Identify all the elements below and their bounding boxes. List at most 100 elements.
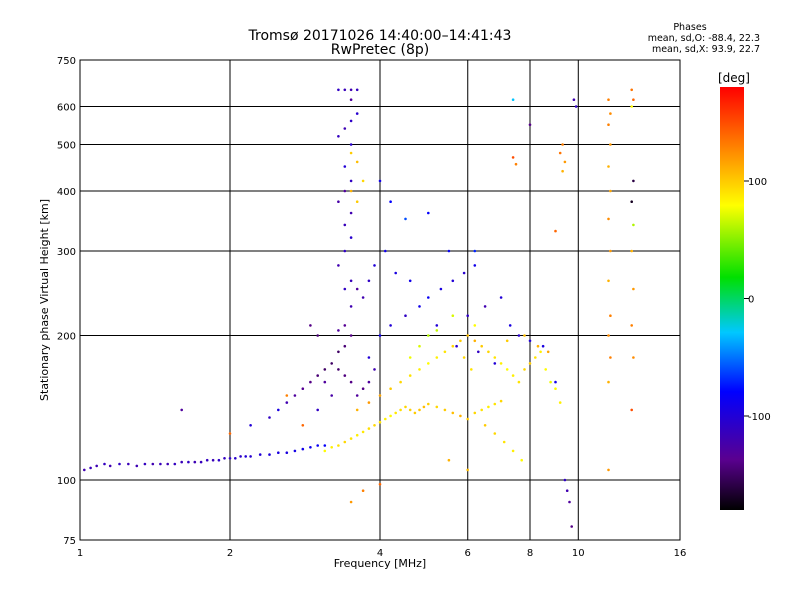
x-axis-ticks: 1 2 4 6 8 10 16 [77,548,687,559]
data-point [343,249,347,253]
data-point [499,296,503,299]
data-point [337,200,340,203]
data-point [228,432,232,435]
data-point [427,402,430,406]
data-point [632,179,635,183]
data-point [520,458,523,462]
data-point [422,405,426,409]
data-point [330,362,334,365]
data-point [514,162,518,166]
data-point [127,462,130,466]
data-point [378,482,382,486]
data-point [89,466,92,470]
data-point [607,380,610,384]
data-point [394,411,398,415]
data-point [483,305,487,308]
data-point [389,324,392,327]
data-point [517,334,521,337]
data-point [607,123,610,126]
data-point [373,264,376,267]
data-point [451,411,455,415]
data-point [413,411,417,415]
data-point [609,314,612,318]
legend-line-o: mean, sd,O: -88.4, 22.3 [647,33,760,44]
data-point [408,279,412,283]
data-point [193,460,197,464]
data-point [355,433,359,437]
data-point [108,464,112,468]
data-point [373,368,376,371]
data-point [399,380,402,384]
y-tick-label: 500 [57,141,76,152]
data-point [418,344,421,348]
data-point [443,408,447,412]
data-point [367,279,371,283]
data-point [466,334,470,337]
data-point [632,98,635,101]
data-point [95,464,98,468]
data-point [323,444,327,447]
data-point [349,119,353,123]
data-point [103,462,106,466]
colorbar [720,87,744,510]
data-point [609,356,612,359]
data-point [389,414,392,418]
data-point [561,169,564,173]
data-point [607,165,610,168]
data-point [466,314,470,318]
data-point [570,525,573,528]
data-point [554,380,557,384]
data-point [258,453,262,456]
data-point [277,408,280,412]
data-point [330,394,334,397]
y-tick-label: 600 [57,103,76,114]
data-point [399,408,402,412]
data-point [378,394,382,397]
data-point [558,401,562,404]
data-point [523,334,526,337]
colorbar-label: [deg] [718,71,750,85]
data-point [349,179,353,183]
data-point [447,458,451,462]
data-point [502,440,506,444]
data-point [285,401,289,404]
data-point [301,387,305,391]
data-point [355,160,359,164]
data-point [462,271,466,275]
data-point [630,324,633,327]
data-point [499,362,503,365]
data-point [563,478,567,482]
data-point [249,424,252,427]
data-point [418,368,421,371]
data-point [301,424,305,427]
data-point [361,489,365,493]
data-point [511,374,515,377]
data-point [180,460,183,464]
data-point [143,462,147,466]
data-point [394,271,398,275]
data-point [574,105,578,108]
data-point [544,368,547,371]
data-point [173,462,177,466]
data-point [473,411,477,415]
y-tick-label: 300 [57,247,76,258]
data-point [343,344,347,348]
data-point [459,339,462,343]
data-point [349,437,353,440]
data-point [361,430,365,434]
data-point [180,408,183,412]
data-point [389,200,392,203]
y-tick-label: 400 [57,187,76,198]
data-point [408,408,412,412]
data-point [316,334,320,337]
data-point [487,350,490,354]
data-point [470,368,473,371]
data-point [293,394,297,397]
data-point [462,356,466,359]
data-point [549,380,552,384]
data-point [561,143,564,146]
data-point [309,380,312,384]
data-point [323,449,327,453]
data-point [343,374,347,377]
